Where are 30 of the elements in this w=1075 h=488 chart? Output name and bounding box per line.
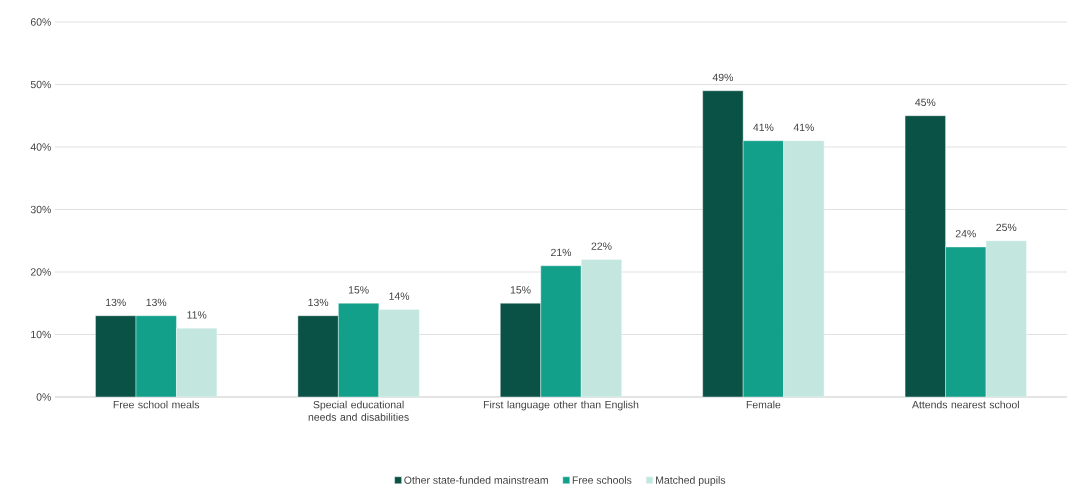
data-label: 41% xyxy=(793,123,814,132)
legend-label: Matched pupils xyxy=(656,476,726,486)
x-tick-label: Free school meals xyxy=(113,400,200,409)
legend-label: Free schools xyxy=(572,476,632,484)
data-label: 13% xyxy=(146,298,167,307)
data-label: 21% xyxy=(551,248,572,257)
x-tick-label: First language other than English xyxy=(483,400,639,411)
y-tick-label: 60% xyxy=(30,18,51,26)
y-tick-label: 20% xyxy=(30,268,51,276)
data-label: 13% xyxy=(308,298,329,307)
x-tick-label: Special educational needs and disabilities xyxy=(308,400,409,421)
y-tick-label: 30% xyxy=(30,205,51,214)
y-tick-label: 40% xyxy=(30,143,51,151)
data-label: 15% xyxy=(348,286,369,294)
legend-label: Other state-funded mainstream xyxy=(404,476,548,484)
data-label: 13% xyxy=(106,298,126,307)
data-label: 22% xyxy=(591,242,612,250)
data-label: 25% xyxy=(996,223,1017,232)
y-tick-label: 10% xyxy=(31,330,51,339)
data-label: 49% xyxy=(712,73,734,82)
data-label: 24% xyxy=(955,229,976,238)
data-label: 41% xyxy=(753,123,774,132)
data-label: 14% xyxy=(389,292,410,300)
x-tick-label: Attends nearest school xyxy=(912,400,1019,409)
y-tick-label: 0% xyxy=(36,393,51,401)
data-label: 11% xyxy=(187,311,207,319)
x-tick-label: Female xyxy=(746,400,781,409)
data-label: 15% xyxy=(510,286,531,294)
data-label: 45% xyxy=(915,98,936,107)
y-tick-label: 50% xyxy=(30,80,51,89)
